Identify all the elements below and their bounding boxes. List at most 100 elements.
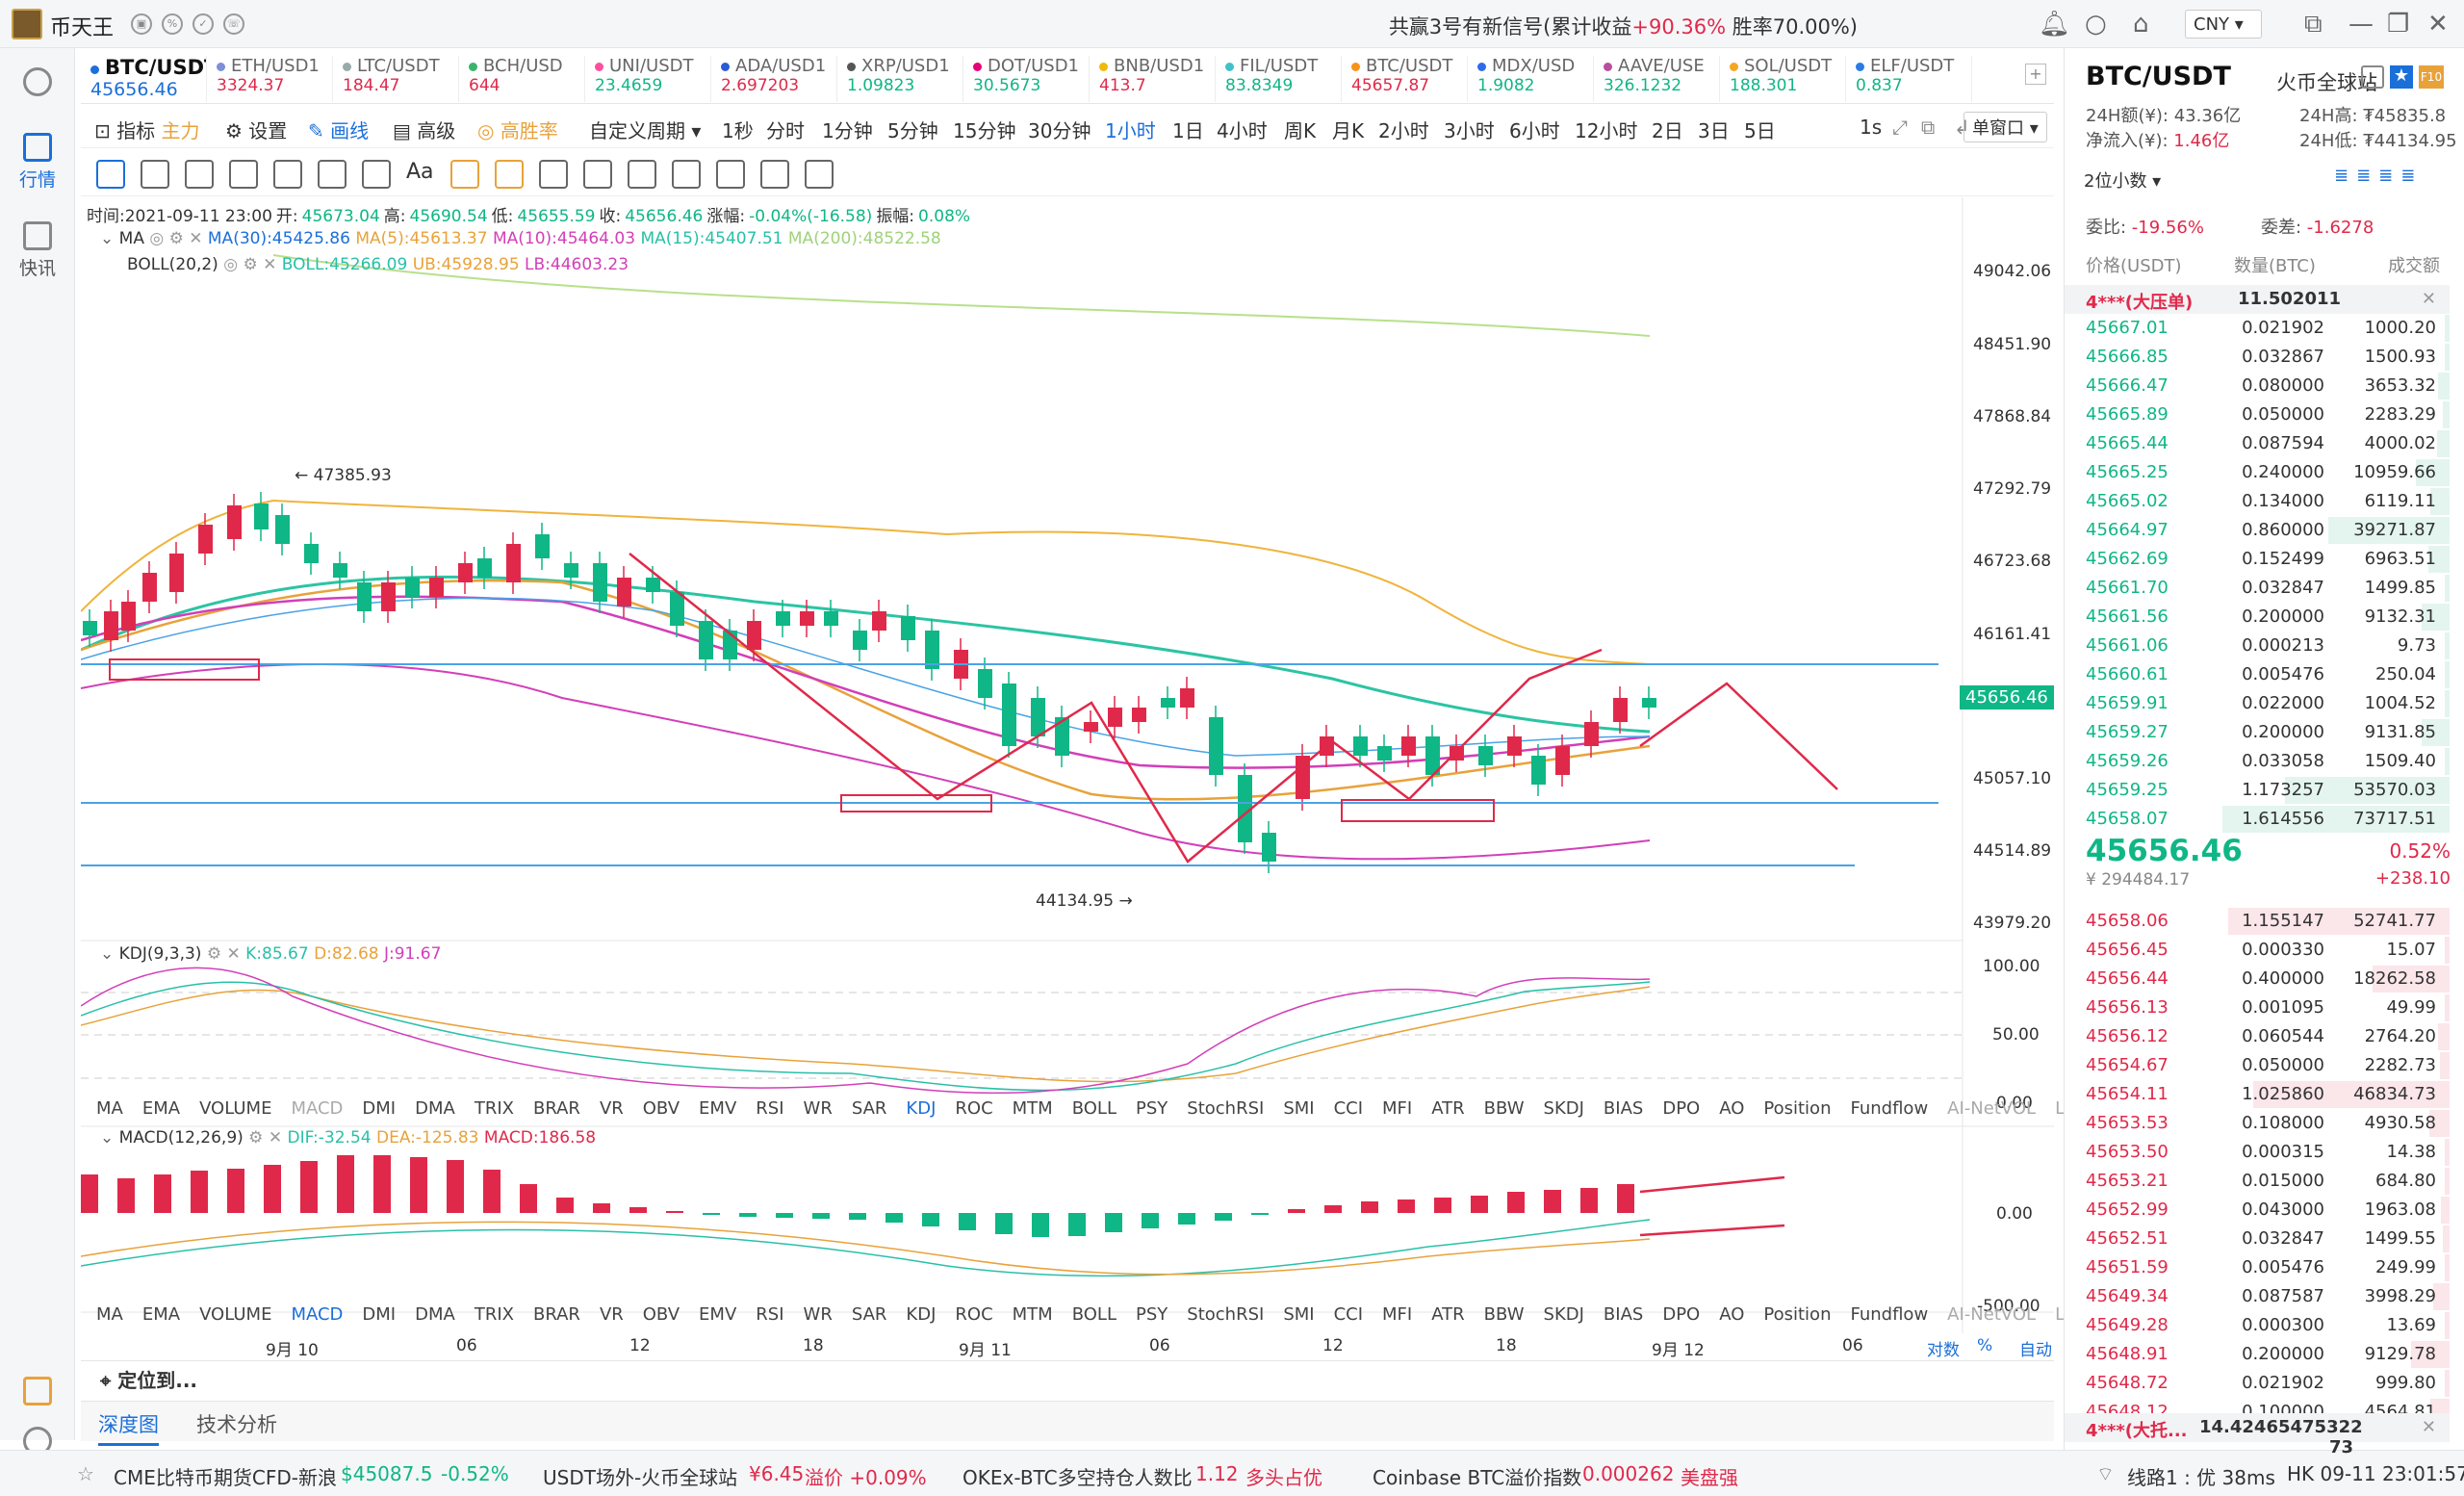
ask-row[interactable]: 45665.44 0.087594 4000.02 [2065, 429, 2450, 458]
period-2d[interactable]: 2日 [1652, 119, 1683, 142]
indicator-trix[interactable]: TRIX [474, 1304, 514, 1325]
indicator-obv[interactable]: OBV [642, 1304, 680, 1325]
indicator-ema[interactable]: EMA [141, 1304, 181, 1325]
indicator-dpo[interactable]: DPO [1662, 1304, 1701, 1325]
draw-button[interactable]: ✎ 画线 [308, 116, 369, 143]
lock-icon[interactable] [672, 160, 701, 189]
period-1m[interactable]: 1分钟 [822, 119, 873, 142]
indicator-brar[interactable]: BRAR [532, 1304, 580, 1325]
indicator-brar[interactable]: BRAR [532, 1098, 580, 1119]
indicator-macd[interactable]: MACD [291, 1098, 344, 1119]
close-icon[interactable]: ✕ [2421, 1417, 2436, 1437]
indicator-atr[interactable]: ATR [1431, 1098, 1465, 1119]
ask-row[interactable]: 45666.47 0.080000 3653.32 [2065, 372, 2450, 400]
add-tab-button[interactable]: + [2025, 64, 2046, 85]
line-status[interactable]: 线路1 : 优 38ms [2127, 1466, 2275, 1489]
tab-14[interactable]: ELF/USDT 0.837 [1846, 56, 1972, 102]
period-week[interactable]: 周K [1284, 119, 1317, 142]
indicator-dmi[interactable]: DMI [362, 1304, 397, 1325]
indicator-mtm[interactable]: MTM [1012, 1304, 1053, 1325]
eraser-icon[interactable] [450, 160, 479, 189]
rect-icon[interactable] [362, 160, 391, 189]
indicator-ao[interactable]: AO [1719, 1098, 1745, 1119]
indicator-dma[interactable]: DMA [415, 1304, 455, 1325]
tab-1[interactable]: ETH/USD1 3324.37 [207, 56, 333, 102]
f10-icon[interactable]: F10 [2419, 65, 2444, 89]
indicator-boll[interactable]: BOLL [1071, 1304, 1116, 1325]
indicator-bias[interactable]: BIAS [1603, 1098, 1644, 1119]
decimal-select[interactable]: 2位小数 ▾ [2084, 171, 2162, 192]
indicator-ai-netvol[interactable]: AI-NetVOL [1947, 1304, 2037, 1325]
indicator-smi[interactable]: SMI [1283, 1098, 1315, 1119]
line-icon[interactable] [141, 160, 169, 189]
settings-button[interactable]: ⚙ 设置 [225, 116, 287, 143]
ask-row[interactable]: 45659.91 0.022000 1004.52 [2065, 689, 2450, 718]
brush-icon[interactable] [583, 160, 612, 189]
period-5m[interactable]: 5分钟 [887, 119, 938, 142]
bid-row[interactable]: 45654.67 0.050000 2282.73 [2065, 1051, 2450, 1080]
indicator-position[interactable]: Position [1763, 1098, 1832, 1119]
bid-row[interactable]: 45656.44 0.400000 18262.58 [2065, 965, 2450, 993]
tab-0[interactable]: BTC/USDT45656.46 [81, 56, 207, 102]
indicator-cci[interactable]: CCI [1333, 1098, 1364, 1119]
indicator-wr[interactable]: WR [803, 1098, 833, 1119]
ask-row[interactable]: 45665.02 0.134000 6119.11 [2065, 487, 2450, 516]
period-15m[interactable]: 15分钟 [953, 119, 1016, 142]
indicator-atr[interactable]: ATR [1431, 1304, 1465, 1325]
bid-row[interactable]: 45656.13 0.001095 49.99 [2065, 993, 2450, 1022]
close-icon[interactable]: ✕ [2427, 10, 2449, 39]
locate-button[interactable]: ⌖ 定位到... [100, 1365, 197, 1393]
indicator-mtm[interactable]: MTM [1012, 1098, 1053, 1119]
big-ask-row[interactable]: 4***(大压单) 11.502011 ✕ [2065, 285, 2450, 314]
period-1d[interactable]: 1日 [1172, 119, 1204, 142]
tab-10[interactable]: BTC/USDT 45657.87 [1342, 56, 1468, 102]
tab-4[interactable]: UNI/USDT 23.4659 [585, 56, 711, 102]
log-scale-toggle[interactable]: 对数 [1927, 1341, 1960, 1360]
bid-row[interactable]: 45656.12 0.060544 2764.20 [2065, 1022, 2450, 1051]
parallel-line-icon[interactable] [185, 160, 214, 189]
bid-row[interactable]: 45649.34 0.087587 3998.29 [2065, 1282, 2450, 1311]
period-6h[interactable]: 6小时 [1509, 119, 1560, 142]
indicator-cci[interactable]: CCI [1333, 1304, 1364, 1325]
alert-icon[interactable] [2361, 65, 2384, 89]
indicator-psy[interactable]: PSY [1135, 1304, 1168, 1325]
indicator-bias[interactable]: BIAS [1603, 1304, 1644, 1325]
period-2h[interactable]: 2小时 [1378, 119, 1429, 142]
bid-row[interactable]: 45653.50 0.000315 14.38 [2065, 1138, 2450, 1167]
indicator-smi[interactable]: SMI [1283, 1304, 1315, 1325]
indicator-kdj[interactable]: KDJ [906, 1304, 937, 1325]
period-12h[interactable]: 12小时 [1575, 119, 1638, 142]
period-3h[interactable]: 3小时 [1444, 119, 1495, 142]
custom-period-select[interactable]: 自定义周期 ▾ [589, 119, 702, 142]
indicator-ema[interactable]: EMA [141, 1098, 181, 1119]
favorite-icon[interactable]: ★ [2390, 65, 2413, 89]
indicator-volume[interactable]: VOLUME [199, 1098, 272, 1119]
indicator-rsi[interactable]: RSI [756, 1098, 784, 1119]
period-1s[interactable]: 1秒 [722, 119, 754, 142]
ask-row[interactable]: 45665.89 0.050000 2283.29 [2065, 400, 2450, 429]
window-select[interactable]: 单窗口 ▾ [1964, 112, 2047, 142]
indicator-kdj[interactable]: KDJ [906, 1098, 937, 1119]
search-icon[interactable]: ○ [2085, 10, 2107, 39]
bid-row[interactable]: 45649.28 0.000300 13.69 [2065, 1311, 2450, 1340]
indicator-roc[interactable]: ROC [955, 1098, 993, 1119]
signal-ticker[interactable]: 共赢3号有新信号(累计收益+90.36% 胜率70.00%) [1389, 12, 1858, 40]
percent-icon[interactable]: % [162, 13, 183, 35]
indicator-bbw[interactable]: BBW [1483, 1098, 1525, 1119]
indicator-sar[interactable]: SAR [851, 1304, 887, 1325]
tab-12[interactable]: AAVE/USE 326.1232 [1594, 56, 1720, 102]
indicator-emv[interactable]: EMV [699, 1098, 737, 1119]
ask-row[interactable]: 45664.97 0.860000 39271.87 [2065, 516, 2450, 545]
bid-row[interactable]: 45658.06 1.155147 52741.77 [2065, 907, 2450, 936]
tab-13[interactable]: SOL/USDT 188.301 [1720, 56, 1846, 102]
lock-icon[interactable]: ▣ [131, 13, 152, 35]
fib-icon[interactable] [273, 160, 302, 189]
phone-icon[interactable]: ☏ [223, 13, 244, 35]
bid-row[interactable]: 45656.45 0.000330 15.07 [2065, 936, 2450, 965]
indicator-vr[interactable]: VR [599, 1098, 624, 1119]
crosshair-icon[interactable] [96, 160, 125, 189]
book-view-icons[interactable]: ≣≣≣≣ [2334, 166, 2424, 186]
indicator-dpo[interactable]: DPO [1662, 1098, 1701, 1119]
indicator-mfi[interactable]: MFI [1382, 1304, 1413, 1325]
indicator-dmi[interactable]: DMI [362, 1098, 397, 1119]
